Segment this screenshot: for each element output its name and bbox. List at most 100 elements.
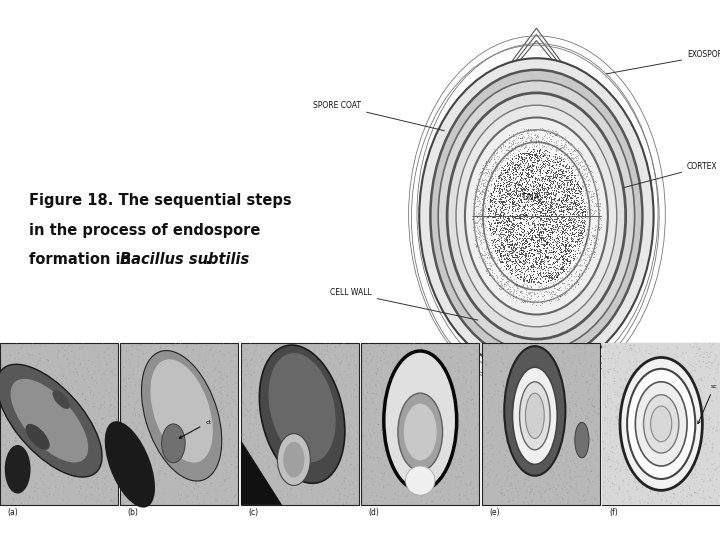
Point	[493, 237, 505, 245]
Point	[532, 184, 544, 192]
Point	[26, 398, 37, 407]
Point	[518, 212, 530, 220]
Point	[490, 164, 501, 172]
Point	[196, 403, 207, 412]
Point	[240, 348, 251, 356]
Point	[392, 446, 403, 455]
Point	[685, 342, 696, 350]
Point	[557, 253, 568, 262]
Point	[581, 206, 593, 215]
Point	[99, 397, 110, 406]
Point	[192, 454, 204, 463]
Point	[407, 380, 418, 388]
Point	[104, 464, 116, 473]
Point	[518, 467, 529, 475]
Point	[557, 265, 568, 274]
Point	[469, 241, 481, 250]
Point	[528, 212, 540, 220]
Point	[513, 179, 525, 188]
Point	[515, 485, 526, 494]
Point	[549, 168, 561, 177]
Point	[156, 389, 168, 397]
Point	[574, 212, 585, 220]
Point	[566, 189, 577, 198]
Point	[320, 340, 331, 348]
Point	[244, 445, 256, 454]
Point	[486, 393, 498, 402]
Point	[580, 212, 592, 220]
Point	[215, 396, 227, 405]
Point	[125, 432, 136, 441]
Point	[224, 439, 235, 448]
Point	[567, 212, 579, 220]
Point	[509, 179, 521, 187]
Point	[10, 401, 22, 410]
Point	[152, 421, 163, 430]
Point	[550, 357, 562, 366]
Point	[575, 261, 586, 270]
Point	[577, 260, 588, 269]
Point	[577, 212, 589, 220]
Point	[498, 185, 510, 193]
Point	[544, 168, 556, 177]
Point	[644, 398, 655, 407]
Point	[581, 212, 593, 220]
Point	[485, 212, 497, 220]
Point	[516, 212, 528, 220]
Point	[588, 416, 600, 424]
Point	[308, 417, 320, 426]
Point	[576, 430, 588, 439]
Point	[482, 442, 493, 450]
Point	[560, 194, 572, 203]
Point	[437, 362, 449, 371]
Point	[407, 420, 418, 428]
Point	[492, 252, 503, 261]
Point	[268, 420, 279, 428]
Point	[342, 437, 354, 446]
Point	[359, 408, 370, 416]
Point	[495, 175, 507, 184]
Point	[490, 271, 502, 279]
Point	[548, 253, 559, 261]
Point	[200, 356, 212, 365]
Point	[364, 389, 375, 398]
Point	[555, 180, 567, 188]
Point	[254, 406, 266, 415]
Point	[40, 381, 52, 390]
Point	[544, 212, 556, 220]
Point	[120, 403, 131, 411]
Point	[483, 156, 495, 165]
Point	[651, 392, 662, 400]
Ellipse shape	[104, 421, 155, 508]
Point	[482, 238, 494, 246]
Point	[557, 252, 568, 260]
Point	[559, 248, 571, 256]
Point	[474, 187, 486, 196]
Point	[340, 426, 351, 434]
Point	[61, 406, 73, 414]
Point	[518, 376, 529, 385]
Point	[508, 160, 519, 169]
Point	[480, 158, 491, 166]
Point	[472, 212, 483, 220]
Point	[274, 494, 286, 502]
Point	[153, 439, 164, 448]
Point	[582, 212, 593, 220]
Point	[84, 371, 96, 380]
Point	[500, 194, 511, 202]
Point	[308, 360, 320, 369]
Point	[571, 212, 582, 220]
Point	[263, 476, 274, 484]
Point	[344, 488, 356, 496]
Point	[512, 133, 523, 142]
Point	[542, 212, 554, 220]
Point	[523, 166, 534, 174]
Point	[467, 214, 478, 223]
Point	[516, 430, 528, 438]
Point	[516, 168, 528, 177]
Point	[407, 487, 418, 496]
Point	[508, 253, 520, 261]
Point	[647, 359, 659, 367]
Point	[676, 408, 688, 416]
Point	[622, 418, 634, 427]
